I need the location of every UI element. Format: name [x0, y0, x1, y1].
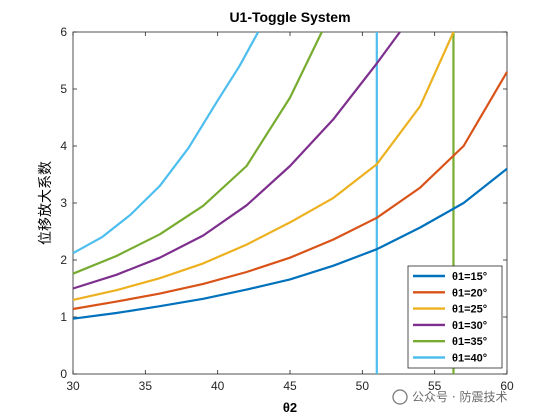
y-tick-label: 5 — [60, 82, 67, 96]
x-tick-label: 60 — [500, 379, 514, 393]
legend-items: θ1=15° θ1=20° θ1=25° θ1=30° θ1=35° θ1=40° — [413, 271, 487, 365]
x-tick-label: 45 — [283, 379, 297, 393]
y-tick-label: 2 — [60, 253, 67, 267]
watermark: 公众号 · 防震技术 — [392, 389, 507, 405]
series-line — [72, 31, 401, 290]
chart-title: U1-Toggle System — [229, 9, 350, 25]
y-axis-label: 位移放大系数 — [38, 161, 54, 245]
legend-label: θ1=30° — [452, 320, 487, 332]
legend-label: θ1=40° — [452, 353, 487, 365]
x-axis-label: θ2 — [283, 400, 297, 415]
series-line — [72, 71, 508, 311]
y-tick-label: 6 — [60, 25, 67, 39]
legend-label: θ1=35° — [452, 336, 487, 348]
wechat-icon — [392, 389, 408, 405]
watermark-text: 公众号 · 防震技术 — [412, 389, 507, 404]
series-line — [72, 167, 508, 320]
y-tick-label: 4 — [60, 139, 67, 153]
y-tick-label: 3 — [60, 196, 67, 210]
x-tick-label: 35 — [139, 379, 153, 393]
x-tick-label: 30 — [66, 379, 80, 393]
x-tick-label: 55 — [428, 379, 442, 393]
y-tick-label: 0 — [60, 367, 67, 381]
y-tick-label: 1 — [60, 310, 67, 324]
series-line — [72, 31, 323, 275]
legend: θ1=15° θ1=20° θ1=25° θ1=30° θ1=35° θ1=40° — [407, 265, 503, 369]
legend-box — [407, 265, 503, 369]
x-tick-label: 50 — [356, 379, 370, 393]
series-line — [72, 31, 455, 301]
legend-label: θ1=20° — [452, 287, 487, 299]
series-line — [72, 31, 260, 255]
series-group — [72, 31, 508, 320]
x-tick-label: 40 — [211, 379, 225, 393]
legend-label: θ1=15° — [452, 271, 487, 283]
legend-label: θ1=25° — [452, 304, 487, 316]
